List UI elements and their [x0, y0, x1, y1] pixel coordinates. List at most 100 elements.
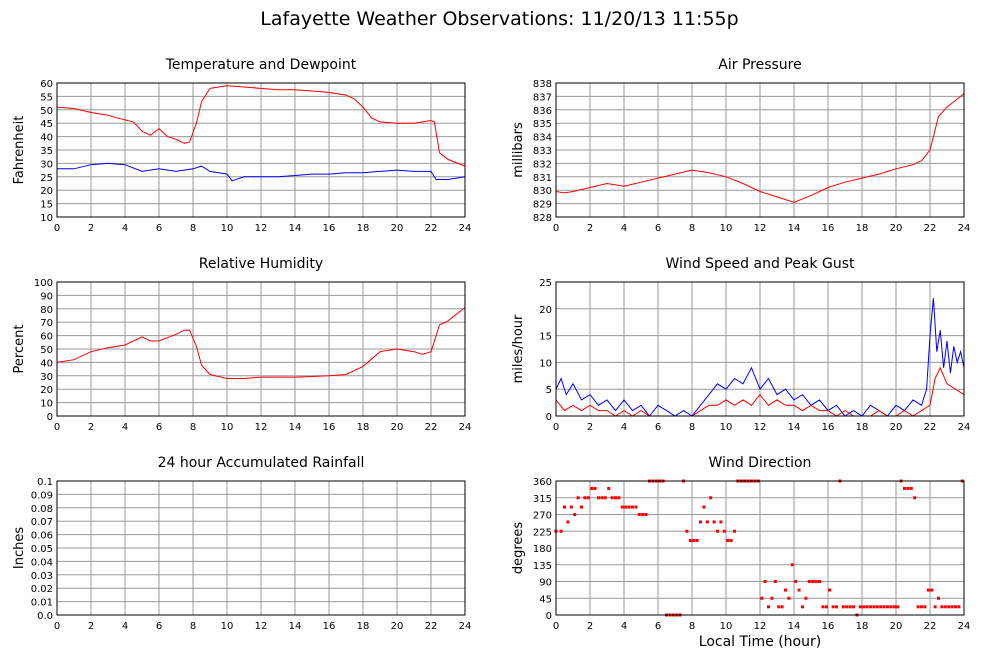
- direction-point: [869, 605, 872, 609]
- pressure-x-tick-label: 20: [890, 223, 903, 234]
- pressure-series-0-line: [555, 93, 965, 203]
- humidity-y-tick-label: 100: [34, 278, 53, 289]
- direction-point: [590, 486, 594, 490]
- pressure-x-tick-label: 12: [754, 223, 767, 234]
- direction-point: [603, 496, 607, 500]
- direction-x-tick-label: 22: [924, 621, 937, 632]
- direction-x-tick-label: 18: [856, 621, 869, 632]
- direction-point: [801, 605, 804, 609]
- direction-point: [563, 505, 566, 509]
- direction-point: [559, 529, 563, 533]
- direction-point: [940, 605, 944, 609]
- page-title: Lafayette Weather Observations: 11/20/13…: [260, 8, 739, 30]
- temp-x-tick-label: 12: [255, 223, 268, 234]
- temp-x-tick-label: 6: [156, 223, 162, 234]
- rain-y-tick-label: 0.05: [31, 544, 53, 555]
- direction-point: [937, 596, 940, 600]
- direction-point: [566, 520, 570, 524]
- direction-point: [729, 539, 733, 543]
- direction-point: [930, 588, 934, 592]
- direction-point: [821, 605, 825, 609]
- humidity-y-tick-label: 20: [40, 385, 53, 396]
- pressure-y-tick-label: 834: [533, 133, 552, 144]
- pressure-y-tick-label: 831: [533, 173, 552, 184]
- humidity-x-tick-label: 8: [190, 422, 196, 433]
- rain-y-tick-label: 0.04: [31, 557, 53, 568]
- direction-point: [569, 505, 573, 509]
- pressure-x-tick-label: 6: [655, 223, 661, 234]
- direction-point: [923, 605, 927, 609]
- direction-point: [848, 605, 852, 609]
- direction-point: [617, 496, 621, 500]
- direction-point: [879, 605, 883, 609]
- pressure-x-tick-label: 16: [822, 223, 835, 234]
- direction-point: [641, 513, 645, 516]
- direction-point: [957, 605, 961, 609]
- direction-point: [593, 486, 597, 490]
- wind-x-tick-label: 4: [621, 422, 627, 433]
- humidity-x-tick-label: 20: [391, 422, 404, 433]
- direction-point: [903, 486, 906, 490]
- direction-point: [835, 605, 838, 609]
- direction-point: [699, 520, 702, 524]
- temp-series-1-line: [57, 162, 466, 182]
- direction-point: [865, 605, 869, 609]
- wind-y-tick-label: 5: [546, 385, 552, 396]
- rain-y-tick-label: 0.0: [37, 611, 53, 622]
- temp-y-tick-label: 30: [40, 159, 53, 170]
- rain-y-tick-label: 0.06: [31, 531, 53, 542]
- rain-plot-frame: [56, 480, 466, 616]
- direction-point: [716, 529, 719, 533]
- wind-y-tick-label: 10: [539, 358, 552, 369]
- rain-x-tick-label: 22: [425, 621, 438, 632]
- direction-y-tick-label: 270: [533, 511, 552, 522]
- direction-point: [573, 513, 577, 516]
- humidity-plot-frame: [56, 281, 466, 417]
- direction-point: [685, 529, 689, 533]
- temp-y-tick-label: 40: [40, 133, 53, 144]
- wind-x-tick-label: 0: [553, 422, 559, 433]
- direction-point: [787, 596, 791, 600]
- direction-y-tick-label: 315: [533, 494, 552, 505]
- rain-y-tick-label: 0.08: [31, 504, 53, 515]
- temp-y-tick-label: 45: [40, 119, 53, 130]
- direction-y-tick-label: 45: [539, 594, 552, 605]
- rain-x-tick-label: 18: [357, 621, 370, 632]
- humidity-x-tick-label: 0: [54, 422, 60, 433]
- direction-point: [790, 563, 794, 567]
- direction-x-tick-label: 8: [689, 621, 695, 632]
- pressure-y-tick-label: 830: [533, 186, 552, 197]
- pressure-plot-frame: [555, 82, 965, 218]
- temp-y-tick-label: 35: [40, 146, 53, 157]
- wind-series-0-line: [555, 298, 965, 417]
- rain-x-tick-label: 6: [156, 621, 162, 632]
- humidity-x-tick-label: 10: [221, 422, 234, 433]
- direction-chart-title: Wind Direction: [709, 455, 812, 471]
- direction-point: [688, 539, 692, 543]
- direction-y-tick-label: 360: [533, 477, 552, 488]
- temp-x-tick-label: 8: [190, 223, 196, 234]
- direction-point: [767, 605, 770, 609]
- temp-x-tick-label: 0: [54, 223, 60, 234]
- wind-plot-frame: [555, 281, 965, 417]
- temp-y-tick-label: 60: [40, 79, 53, 90]
- wind-x-tick-label: 2: [587, 422, 593, 433]
- humidity-x-tick-label: 24: [459, 422, 472, 433]
- temp-chart-title: Temperature and Dewpoint: [165, 57, 357, 73]
- direction-point: [872, 605, 876, 609]
- pressure-x-tick-label: 0: [553, 223, 559, 234]
- wind-x-tick-label: 16: [822, 422, 835, 433]
- wind-x-tick-label: 24: [958, 422, 971, 433]
- humidity-y-axis-label: Percent: [12, 325, 27, 374]
- direction-point: [777, 605, 781, 609]
- direction-point: [583, 496, 587, 500]
- direction-point: [954, 605, 957, 609]
- wind-x-tick-label: 12: [754, 422, 767, 433]
- direction-y-axis-label: degrees: [511, 522, 526, 575]
- direction-point: [824, 605, 828, 609]
- humidity-x-tick-label: 12: [255, 422, 268, 433]
